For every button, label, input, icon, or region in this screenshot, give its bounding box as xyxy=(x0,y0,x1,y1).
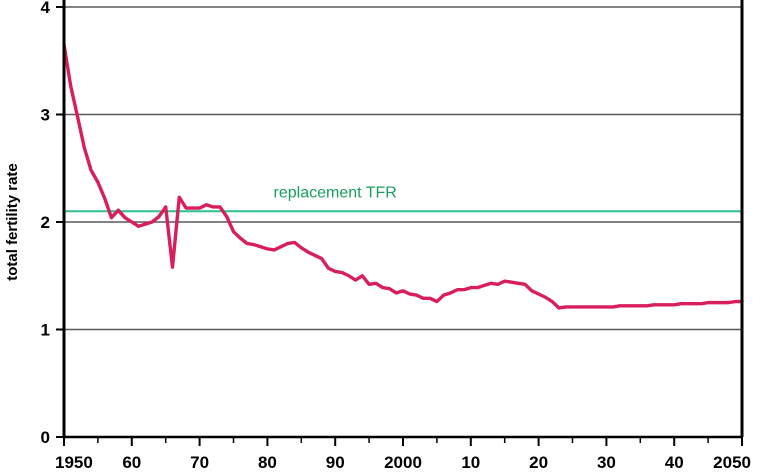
x-tick-label-60: 60 xyxy=(122,453,141,472)
x-tick-label-10: 10 xyxy=(461,453,480,472)
series-line-0 xyxy=(62,42,744,310)
y-tick-label-0: 0 xyxy=(41,428,50,447)
x-tick-label-70: 70 xyxy=(190,453,209,472)
x-tick-label-2050: 2050 xyxy=(713,453,751,472)
y-tick-label-3: 3 xyxy=(41,106,50,125)
x-tick-label-40: 40 xyxy=(665,453,684,472)
x-axis-ticks xyxy=(63,437,743,446)
x-tick-label-30: 30 xyxy=(597,453,616,472)
series-layer xyxy=(62,42,744,310)
x-axis-tick-labels: 1950 60 70 80 90 2000 10 20 30 40 2050 xyxy=(55,453,751,472)
x-tick-label-80: 80 xyxy=(258,453,277,472)
replacement-tfr-label: replacement TFR xyxy=(274,184,397,201)
y-axis-title: total fertility rate xyxy=(4,163,21,281)
annotations-layer: replacement TFR xyxy=(274,184,397,201)
y-tick-label-4: 4 xyxy=(41,0,51,17)
x-tick-label-1950: 1950 xyxy=(55,453,93,472)
y-axis-ticks xyxy=(56,6,64,438)
x-tick-label-2000: 2000 xyxy=(384,453,422,472)
y-axis-tick-labels: 0 1 2 3 4 xyxy=(41,0,51,447)
x-tick-label-90: 90 xyxy=(326,453,345,472)
y-tick-label-2: 2 xyxy=(41,213,50,232)
y-tick-label-1: 1 xyxy=(41,321,50,340)
x-tick-label-20: 20 xyxy=(529,453,548,472)
